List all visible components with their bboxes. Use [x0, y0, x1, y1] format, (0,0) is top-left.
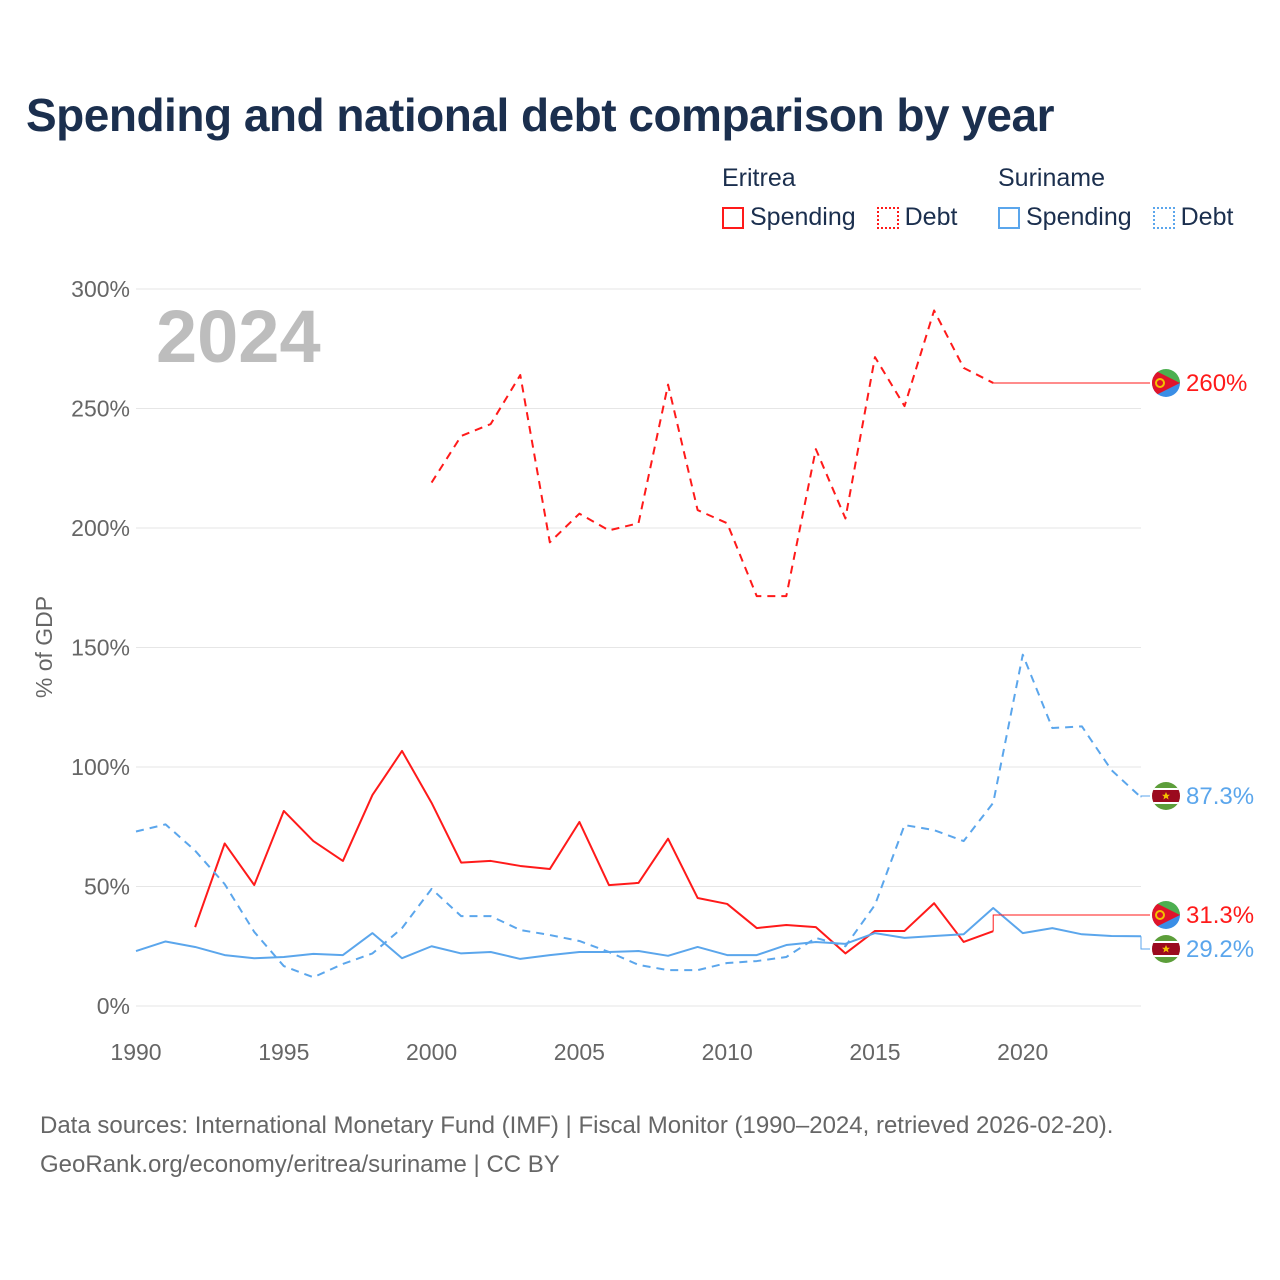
legend-group-eritrea: Eritrea Spending Debt: [722, 164, 971, 236]
y-axis-label: % of GDP: [31, 596, 57, 698]
legend-group-name: Suriname: [998, 164, 1105, 192]
legend-item-suriname-debt[interactable]: Debt: [1152, 203, 1234, 232]
data-source: Data sources: International Monetary Fun…: [40, 1112, 1114, 1139]
eritrea-flag-icon: [1152, 369, 1180, 397]
y-tick-label: 250%: [71, 396, 130, 422]
suriname-flag-icon: [1152, 782, 1180, 810]
dotted-swatch-icon: [876, 206, 899, 229]
y-tick-label: 300%: [71, 276, 130, 302]
y-tick-label: 200%: [71, 515, 130, 541]
eritrea-flag-icon: [1152, 901, 1180, 929]
suriname-debt-line: [135, 653, 1142, 979]
footer: Data sources: International Monetary Fun…: [40, 1106, 1113, 1184]
y-tick-label: 100%: [71, 754, 130, 780]
legend-label: Spending: [1026, 203, 1132, 231]
x-tick-label: 2005: [554, 1039, 605, 1065]
end-value-label: 260%: [1186, 370, 1247, 397]
x-tick-label: 1990: [110, 1039, 161, 1065]
legend-group-name: Eritrea: [722, 164, 796, 192]
x-tick-label: 2010: [702, 1039, 753, 1065]
dotted-swatch-icon: [1152, 206, 1175, 229]
end-value-label: 87.3%: [1186, 783, 1254, 810]
end-connector: [992, 914, 1150, 932]
legend-label: Spending: [750, 203, 856, 231]
eritrea-spending-line: [194, 749, 994, 955]
solid-swatch-icon: [998, 206, 1020, 229]
suriname-spending-line: [135, 907, 1142, 960]
eritrea-debt-line: [430, 309, 994, 598]
chart-title: Spending and national debt comparison by…: [26, 89, 1055, 141]
y-tick-label: 50%: [84, 874, 130, 900]
y-tick-label: 0%: [97, 993, 130, 1019]
end-value-label: 31.3%: [1186, 902, 1254, 929]
legend-item-eritrea-spending[interactable]: Spending: [722, 203, 856, 232]
solid-swatch-icon: [722, 206, 744, 229]
legend-group-suriname: Suriname Spending Debt: [998, 164, 1233, 236]
suriname-flag-icon: [1152, 935, 1180, 963]
x-tick-label: 2015: [849, 1039, 900, 1065]
end-value-label: 29.2%: [1186, 936, 1254, 963]
x-tick-label: 1995: [258, 1039, 309, 1065]
legend-item-eritrea-debt[interactable]: Debt: [876, 203, 958, 232]
x-tick-label: 2020: [997, 1039, 1048, 1065]
legend-label: Debt: [1180, 203, 1234, 231]
source-link[interactable]: GeoRank.org/economy/eritrea/suriname | C…: [40, 1151, 560, 1178]
legend-item-suriname-spending[interactable]: Spending: [998, 203, 1132, 232]
legend-label: Debt: [904, 203, 958, 231]
end-connector: [1140, 795, 1150, 798]
year-watermark: 2024: [156, 295, 321, 378]
end-connector: [1140, 936, 1150, 950]
x-tick-label: 2000: [406, 1039, 457, 1065]
y-tick-label: 150%: [71, 635, 130, 661]
